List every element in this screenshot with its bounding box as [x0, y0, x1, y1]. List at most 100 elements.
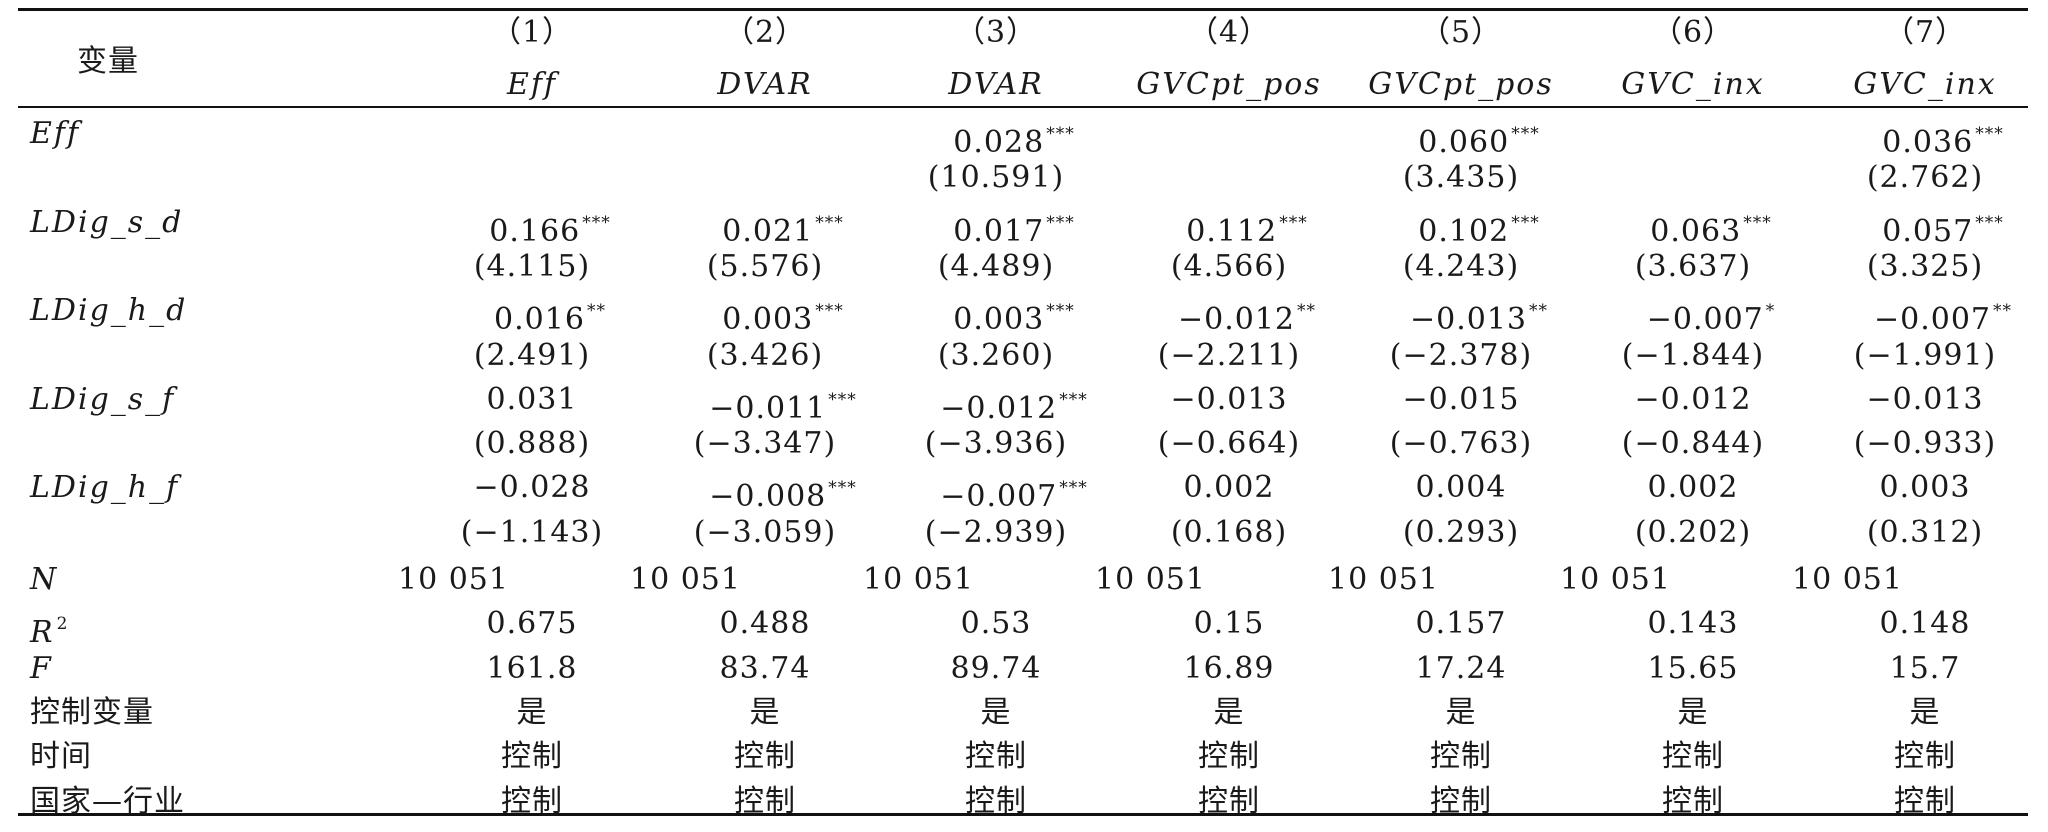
stat-value: 10 051 — [1560, 562, 1671, 597]
significance-stars: * — [1765, 301, 1776, 322]
stat-value: 161.8 — [486, 650, 578, 686]
coefficient-value: 0.060 — [1418, 125, 1510, 160]
stat-label: F — [30, 649, 53, 689]
t-statistic: (3.435) — [1402, 160, 1520, 196]
coefficient-cell: −0.007 ** — [1874, 291, 2012, 340]
coefficient-cell: −0.028 — [473, 468, 590, 508]
significance-stars: *** — [582, 212, 611, 233]
coefficient-cell: −0.007 *** — [940, 468, 1088, 517]
stat-value: 是 — [1445, 694, 1477, 730]
significance-stars: ** — [1529, 301, 1549, 322]
significance-stars: *** — [1059, 478, 1088, 499]
stat-label: N — [30, 560, 58, 600]
coefficient-cell: 0.016 ** — [494, 291, 606, 340]
t-statistic: (−2.378) — [1389, 337, 1533, 373]
stat-label: 控制变量 — [30, 693, 154, 733]
stat-label-text: N — [30, 562, 59, 597]
coefficient-value: −0.013 — [1170, 381, 1288, 417]
coefficient-cell: −0.013 ** — [1410, 291, 1548, 340]
stat-value: 控制 — [734, 739, 796, 775]
column-dependent-variable: DVAR — [948, 67, 1044, 102]
t-statistic: (3.637) — [1634, 248, 1752, 284]
stat-value: 控制 — [1430, 783, 1492, 819]
row-label: LDig_s_d — [30, 204, 184, 240]
coefficient-value: 0.003 — [722, 302, 814, 338]
significance-stars: ** — [1297, 301, 1317, 322]
t-statistic: (−0.763) — [1389, 426, 1533, 462]
table-rule — [18, 106, 2028, 108]
stat-value: 10 051 — [1328, 562, 1439, 597]
stat-value: 0.143 — [1647, 606, 1739, 642]
t-statistic: (4.489) — [937, 248, 1055, 284]
row-label: LDig_s_f — [30, 381, 176, 417]
significance-stars: *** — [1975, 124, 2004, 144]
column-number: （4） — [1187, 15, 1271, 50]
t-statistic: (4.566) — [1170, 248, 1288, 284]
coefficient-cell: 0.021 *** — [722, 203, 843, 252]
coefficient-value: 0.031 — [486, 381, 578, 417]
coefficient-value: −0.013 — [1409, 302, 1528, 338]
coefficient-value: −0.007 — [1873, 302, 1992, 338]
stat-value: 0.488 — [719, 606, 811, 642]
column-number: （3） — [954, 15, 1038, 50]
coefficient-value: −0.007 — [940, 479, 1058, 515]
stat-value: 0.157 — [1415, 606, 1507, 642]
stat-value: 10 051 — [1095, 562, 1206, 597]
significance-stars: *** — [1046, 212, 1075, 233]
column-number: （7） — [1883, 15, 1967, 50]
stat-value: 控制 — [734, 783, 796, 819]
coefficient-value: 0.004 — [1415, 470, 1507, 506]
stat-label-superscript: 2 — [56, 614, 69, 635]
stat-label-text: 国家—行业 — [30, 783, 185, 819]
significance-stars: ** — [1993, 301, 2013, 322]
significance-stars: *** — [1511, 124, 1540, 144]
coefficient-value: 0.003 — [1879, 470, 1971, 506]
t-statistic: (4.115) — [473, 248, 591, 284]
coefficient-cell: −0.008 *** — [709, 468, 857, 517]
stat-label-text: R — [30, 615, 55, 651]
coefficient-cell: −0.012 — [1634, 380, 1751, 420]
coefficient-value: 0.021 — [722, 213, 814, 249]
coefficient-cell: 0.102 *** — [1418, 203, 1539, 252]
column-number: （6） — [1651, 15, 1735, 50]
significance-stars: *** — [828, 389, 857, 410]
stat-value: 0.15 — [1193, 606, 1265, 642]
stat-value: 是 — [1677, 694, 1709, 730]
significance-stars: *** — [1743, 212, 1772, 233]
stat-value: 控制 — [1662, 739, 1724, 775]
coefficient-value: −0.012 — [1177, 302, 1296, 338]
stat-value: 0.675 — [486, 606, 578, 642]
stat-value: 控制 — [1430, 739, 1492, 775]
coefficient-value: −0.011 — [709, 390, 827, 426]
stat-value: 控制 — [965, 739, 1027, 775]
coefficient-cell: 0.031 — [487, 380, 578, 420]
stat-value: 89.74 — [950, 650, 1042, 686]
stat-label-text: F — [30, 650, 53, 686]
t-statistic: (0.888) — [473, 426, 591, 462]
row-label: LDig_h_d — [30, 293, 188, 329]
coefficient-cell: −0.011 *** — [709, 380, 857, 429]
t-statistic: (−1.844) — [1621, 337, 1765, 373]
column-dependent-variable: GVC_inx — [1621, 67, 1765, 102]
stat-value: 83.74 — [719, 650, 811, 686]
stat-value: 17.24 — [1415, 650, 1507, 686]
coefficient-cell: 0.112 *** — [1186, 203, 1307, 252]
stat-value: 控制 — [1662, 783, 1724, 819]
t-statistic: (−0.664) — [1157, 426, 1301, 462]
coefficient-value: 0.057 — [1882, 213, 1974, 249]
coefficient-value: 0.002 — [1647, 470, 1739, 506]
stat-value: 10 051 — [863, 562, 974, 597]
table-rule — [18, 8, 2028, 11]
coefficient-value: 0.017 — [953, 213, 1045, 249]
coefficient-cell: −0.012 ** — [1178, 291, 1316, 340]
stat-value: 控制 — [1894, 739, 1956, 775]
coefficient-value: 0.166 — [489, 213, 581, 249]
stat-value: 控制 — [501, 783, 563, 819]
t-statistic: (2.762) — [1866, 160, 1984, 196]
coefficient-cell: 0.002 — [1648, 468, 1739, 508]
coefficient-value: −0.012 — [940, 390, 1058, 426]
t-statistic: (−0.844) — [1621, 426, 1765, 462]
coefficient-cell: −0.013 — [1170, 380, 1287, 420]
significance-stars: *** — [815, 301, 844, 322]
